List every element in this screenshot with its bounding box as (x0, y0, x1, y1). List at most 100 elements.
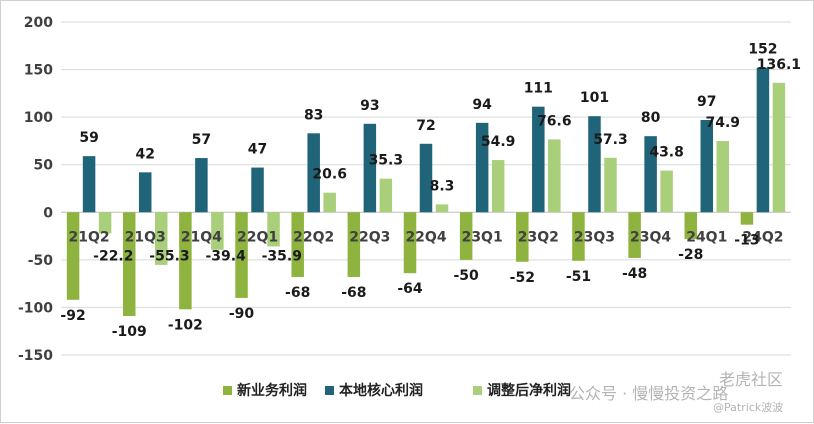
bar (548, 139, 561, 213)
data-label: 47 (248, 142, 267, 158)
data-label: 74.9 (705, 115, 740, 131)
x-category-label: 22Q3 (349, 229, 390, 245)
x-category-label: 24Q2 (742, 229, 783, 245)
data-label: 8.3 (430, 178, 455, 194)
bar (122, 212, 136, 316)
data-label: -102 (168, 317, 203, 333)
bar (572, 212, 585, 261)
data-label: 101 (580, 90, 609, 106)
data-label: -51 (566, 269, 591, 285)
bar (435, 204, 449, 213)
bar (700, 119, 714, 213)
data-label: 20.6 (312, 167, 347, 183)
data-label: 93 (360, 98, 379, 114)
bar (82, 156, 96, 213)
bar (251, 167, 264, 213)
bar (644, 136, 657, 213)
bar (532, 106, 545, 213)
x-category-label: 22Q4 (405, 229, 446, 245)
data-label: 35.3 (369, 153, 404, 169)
data-label: -109 (112, 324, 147, 340)
bar (403, 212, 417, 274)
data-labels: -92 -109 -102 -90 -68 -68 -64 -50 -52 -51 -48 -28 -1… (60, 42, 801, 340)
legend-label: 调整后净利润 (487, 382, 571, 399)
data-label: -39.4 (205, 248, 246, 264)
x-category-label: 23Q3 (574, 229, 615, 245)
bar (211, 212, 224, 250)
x-category-label: 22Q1 (237, 229, 278, 245)
data-label: -92 (60, 308, 85, 324)
watermark-text-tiger: 老虎社区 (719, 370, 783, 389)
bar (491, 160, 505, 213)
legend-label: 本地核心利润 (339, 382, 423, 399)
watermark: 老虎社区 公众号 · 慢慢投资之路 @Patrick波波 (569, 370, 783, 414)
bar (419, 143, 433, 213)
data-label: 152 (748, 42, 777, 58)
data-label: -48 (622, 266, 647, 282)
x-category-label: 21Q4 (181, 229, 222, 245)
data-label: 42 (135, 146, 154, 162)
y-tick-label: -100 (18, 300, 53, 316)
y-tick-label: -150 (18, 348, 53, 364)
data-label: 83 (304, 107, 323, 123)
watermark-text-account: 公众号 · 慢慢投资之路 (569, 384, 728, 403)
bar (740, 212, 754, 225)
bar (154, 212, 168, 265)
bar (66, 212, 80, 300)
data-label: 43.8 (649, 145, 684, 161)
bar (459, 212, 473, 260)
legend-swatch (473, 386, 482, 395)
y-axis-ticks: 200 150 100 50 0 -50 -100 -150 (18, 15, 53, 364)
data-label: 54.9 (481, 134, 516, 150)
data-label: 76.6 (537, 113, 572, 129)
category-labels: 21Q2 21Q3 21Q4 22Q1 22Q2 22Q3 22Q4 23Q1 23Q2 23Q3… (69, 229, 784, 245)
bar (772, 82, 786, 213)
data-label: 72 (416, 118, 435, 134)
x-category-label: 23Q2 (518, 229, 559, 245)
bar (756, 67, 770, 213)
data-label: 80 (641, 110, 661, 126)
data-label: 111 (524, 81, 553, 97)
bar (235, 212, 248, 298)
data-label: -13 (734, 233, 759, 249)
bar (660, 170, 673, 213)
data-label: -68 (341, 285, 366, 301)
watermark-text-handle: @Patrick波波 (713, 401, 783, 414)
bar (379, 178, 393, 213)
y-tick-label: 0 (43, 205, 53, 221)
bar (604, 157, 617, 213)
x-category-label: 23Q1 (462, 229, 503, 245)
y-tick-label: -50 (28, 253, 54, 269)
x-category-label: 21Q3 (125, 229, 166, 245)
bar (516, 212, 529, 262)
bar (588, 116, 601, 213)
data-label: 97 (697, 94, 716, 110)
data-label: -68 (285, 285, 310, 301)
legend-swatch (223, 386, 232, 395)
y-tick-label: 150 (24, 63, 53, 79)
bar (684, 212, 698, 239)
bar (347, 212, 361, 277)
legend: 新业务利润 本地核心利润 调整后净利润 (223, 382, 571, 399)
bar (475, 122, 489, 213)
data-label: -50 (454, 268, 480, 284)
data-label: -22.2 (93, 248, 133, 264)
bar (291, 212, 304, 277)
data-label: -64 (397, 281, 423, 297)
data-label: -35.9 (262, 248, 302, 264)
y-tick-label: 50 (34, 158, 54, 174)
data-label: 94 (472, 97, 492, 113)
x-category-label: 21Q2 (69, 229, 110, 245)
bar (628, 212, 641, 258)
x-category-label: 23Q4 (630, 229, 671, 245)
data-label: 57 (192, 132, 211, 148)
legend-swatch (325, 386, 334, 395)
bar (716, 141, 730, 213)
bar (98, 212, 112, 234)
data-label: 57.3 (593, 132, 628, 148)
bar (179, 212, 192, 310)
data-label: -28 (678, 247, 703, 263)
bar (195, 158, 208, 213)
